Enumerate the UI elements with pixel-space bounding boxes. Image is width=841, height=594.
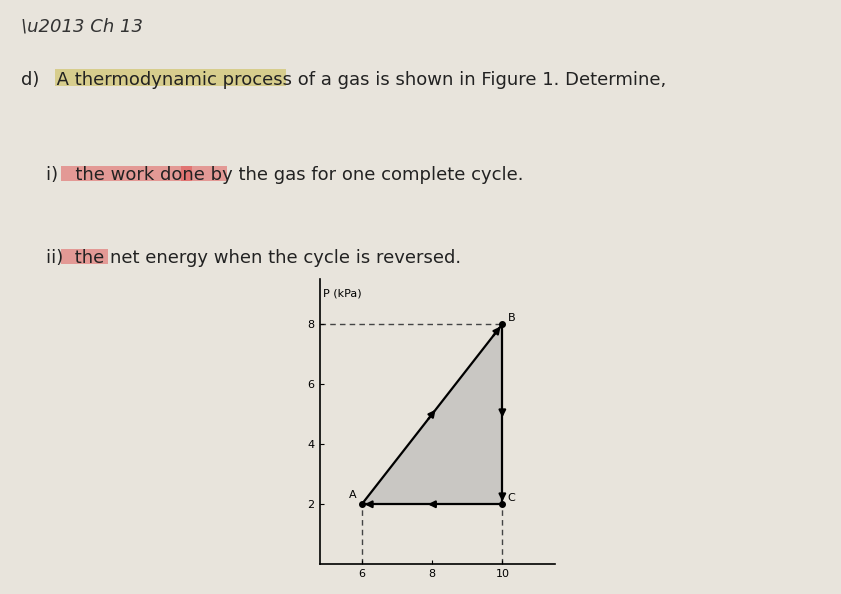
Text: \u2013 Ch 13: \u2013 Ch 13 <box>21 18 143 36</box>
Text: i)   the work done by the gas for one complete cycle.: i) the work done by the gas for one comp… <box>46 166 524 184</box>
Text: C: C <box>508 493 516 503</box>
Text: P (kPa): P (kPa) <box>323 288 362 298</box>
Text: A: A <box>349 490 357 500</box>
Text: ii)  the net energy when the cycle is reversed.: ii) the net energy when the cycle is rev… <box>46 249 462 267</box>
Text: B: B <box>508 312 516 323</box>
Polygon shape <box>362 324 502 504</box>
Text: d)   A thermodynamic process of a gas is shown in Figure 1. Determine,: d) A thermodynamic process of a gas is s… <box>21 71 666 89</box>
